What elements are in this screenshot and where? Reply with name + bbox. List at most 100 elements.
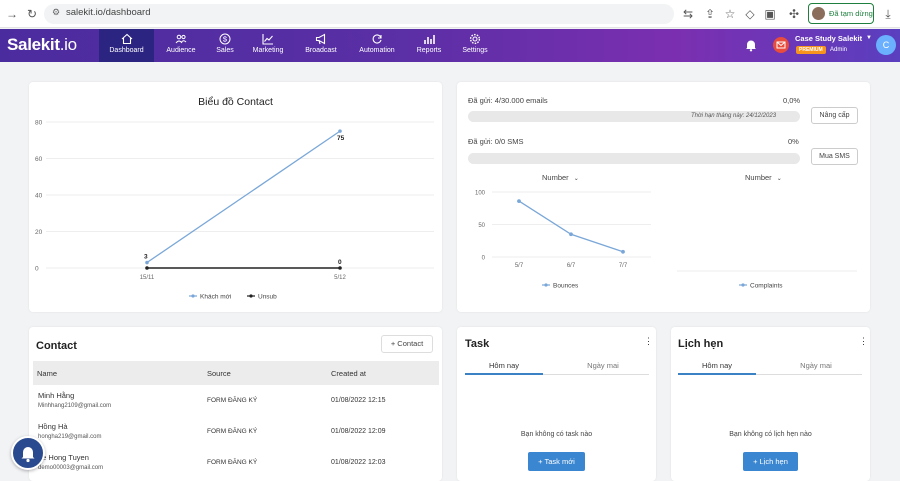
complaints-metric-select[interactable]: Number ⌄ — [745, 173, 782, 182]
new-appointment-button[interactable]: + Lịch hẹn — [743, 452, 798, 471]
x-tick-label: 5/7 — [515, 263, 524, 269]
nav-label: Automation — [359, 47, 395, 54]
appointment-tabs: Hôm nay Ngày mai — [678, 358, 862, 375]
account-dropdown-icon[interactable]: ▼ — [866, 35, 872, 41]
account-role: Admin — [830, 47, 848, 53]
paused-label: Đã tạm dừng — [829, 9, 873, 18]
add-contact-button[interactable]: + Contact — [381, 335, 433, 353]
nav-settings[interactable]: Settings — [456, 29, 494, 62]
home-icon — [121, 33, 132, 45]
contact-source: FORM ĐĂNG KÝ — [207, 428, 258, 435]
data-point — [621, 249, 625, 254]
column-source[interactable]: Source — [207, 369, 231, 378]
floating-notification-button[interactable] — [11, 436, 45, 470]
app-navbar: Salekit.io Dashboard Audience $ Sales Ma… — [0, 29, 900, 62]
mail-icon[interactable] — [773, 37, 789, 53]
url-text: salekit.io/dashboard — [66, 7, 151, 18]
metric-select-value: Number — [745, 173, 772, 182]
plan-expiry: Thời hạn tháng này: 24/12/2023 — [691, 113, 777, 119]
contact-name[interactable]: Minh Hằng — [38, 391, 75, 400]
contact-created: 01/08/2022 12:09 — [331, 428, 386, 435]
avatar[interactable]: C — [876, 35, 896, 55]
new-task-button[interactable]: + Task mới — [528, 452, 585, 471]
share-icon[interactable]: ⇪ — [704, 7, 716, 21]
series-line-new-contacts — [146, 130, 341, 264]
contacts-card: Contact + Contact Name Source Created at… — [29, 327, 442, 481]
y-tick-label: 50 — [478, 223, 485, 229]
megaphone-icon — [315, 33, 326, 45]
address-bar[interactable]: ⚙ salekit.io/dashboard — [44, 4, 674, 24]
appointment-card: Lịch hẹn ⋮ Hôm nay Ngày mai Bạn không có… — [671, 327, 870, 481]
y-tick-label: 60 — [35, 156, 43, 163]
task-card: Task ⋮ Hôm nay Ngày mai Bạn không có tas… — [457, 327, 656, 481]
legend-marker — [741, 283, 745, 287]
data-point — [145, 266, 149, 270]
bounces-complaints-chart: 0 50 100 5/7 6/7 7/7 Bounces Complaints — [475, 191, 857, 290]
premium-badge: PREMIUM — [796, 46, 826, 54]
svg-text:$: $ — [223, 35, 228, 44]
task-empty-message: Bạn không có task nào — [520, 431, 593, 438]
nav-broadcast[interactable]: Broadcast — [297, 29, 345, 62]
contact-chart-card: Biểu đồ Contact 0 20 40 60 80 15/11 5/12 3 75 0 Kh… — [29, 82, 442, 312]
nav-automation[interactable]: Automation — [352, 29, 402, 62]
profile-paused-button[interactable]: Đã tạm dừng — [808, 3, 874, 24]
shield-icon[interactable]: ◇ — [745, 7, 755, 21]
data-point — [338, 266, 342, 270]
nav-dashboard[interactable]: Dashboard — [99, 29, 154, 62]
account-name[interactable]: Case Study Salekit — [795, 34, 863, 43]
translate-icon[interactable]: ⇆ — [682, 7, 694, 21]
contact-source: FORM ĐĂNG KÝ — [207, 397, 258, 404]
contact-email: Minhhang2109@gmail.com — [38, 403, 112, 409]
more-options-icon[interactable]: ⋮ — [859, 336, 868, 346]
bell-icon[interactable] — [744, 38, 758, 52]
data-point — [338, 129, 342, 133]
site-info-icon[interactable]: ⚙ — [52, 7, 61, 17]
contact-created: 01/08/2022 12:15 — [331, 397, 386, 404]
email-usage-label: Đã gửi: 4/30.000 emails — [468, 96, 548, 105]
email-usage-percent: 0,0% — [783, 96, 801, 105]
more-options-icon[interactable]: ⋮ — [644, 336, 653, 346]
nav-reports[interactable]: Reports — [410, 29, 448, 62]
data-label: 3 — [144, 254, 148, 261]
chevron-down-icon: ⌄ — [573, 176, 579, 182]
bell-icon — [21, 447, 35, 463]
column-created[interactable]: Created at — [331, 369, 367, 378]
data-point — [569, 232, 573, 237]
bookmark-star-icon[interactable]: ☆ — [724, 7, 736, 21]
reload-icon[interactable]: ↻ — [26, 7, 38, 21]
forward-icon[interactable]: → — [6, 7, 18, 21]
y-tick-label: 20 — [35, 229, 43, 236]
sms-usage-bar — [468, 153, 800, 164]
tab-today[interactable]: Hôm nay — [488, 361, 519, 370]
bounces-metric-select[interactable]: Number ⌄ — [542, 173, 579, 182]
buy-sms-button[interactable]: Mua SMS — [811, 148, 858, 165]
y-tick-label: 0 — [482, 256, 486, 262]
contact-created: 01/08/2022 12:03 — [331, 459, 386, 466]
extensions-icon[interactable]: ✣ — [788, 7, 800, 21]
metric-select-value: Number — [542, 173, 569, 182]
salekit-logo[interactable]: Salekit.io — [7, 35, 77, 54]
nav-marketing[interactable]: Marketing — [246, 29, 290, 62]
table-row[interactable]: Minh Hằng Minhhang2109@gmail.com FORM ĐĂ… — [33, 388, 439, 419]
tab-today[interactable]: Hôm nay — [701, 361, 732, 370]
contact-name[interactable]: Hồng Hà — [38, 422, 68, 431]
data-point — [517, 199, 521, 203]
nav-audience[interactable]: Audience — [158, 29, 204, 62]
x-tick-label: 15/11 — [140, 275, 155, 281]
contacts-table-header: Name Source Created at — [33, 361, 439, 385]
y-tick-label: 100 — [475, 191, 486, 197]
upgrade-button[interactable]: Nâng cấp — [811, 107, 858, 124]
legend-marker — [191, 294, 195, 298]
contact-email: demo00003@gmail.com — [38, 465, 104, 471]
download-ext-icon[interactable]: ▣ — [764, 7, 776, 21]
downloads-icon[interactable]: ⤓ — [885, 7, 891, 21]
tab-tomorrow[interactable]: Ngày mai — [800, 361, 832, 370]
table-row[interactable]: Le Hong Tuyen demo00003@gmail.com FORM Đ… — [33, 450, 439, 481]
column-name[interactable]: Name — [37, 369, 58, 378]
table-row[interactable]: Hồng Hà honghа219@gmail.com FORM ĐĂNG KÝ… — [33, 419, 439, 450]
nav-sales[interactable]: $ Sales — [208, 29, 242, 62]
nav-label: Marketing — [252, 47, 284, 54]
sms-usage-label: Đã gửi: 0/0 SMS — [468, 137, 524, 146]
tab-tomorrow[interactable]: Ngày mai — [587, 361, 619, 370]
contact-name[interactable]: Le Hong Tuyen — [38, 453, 89, 462]
